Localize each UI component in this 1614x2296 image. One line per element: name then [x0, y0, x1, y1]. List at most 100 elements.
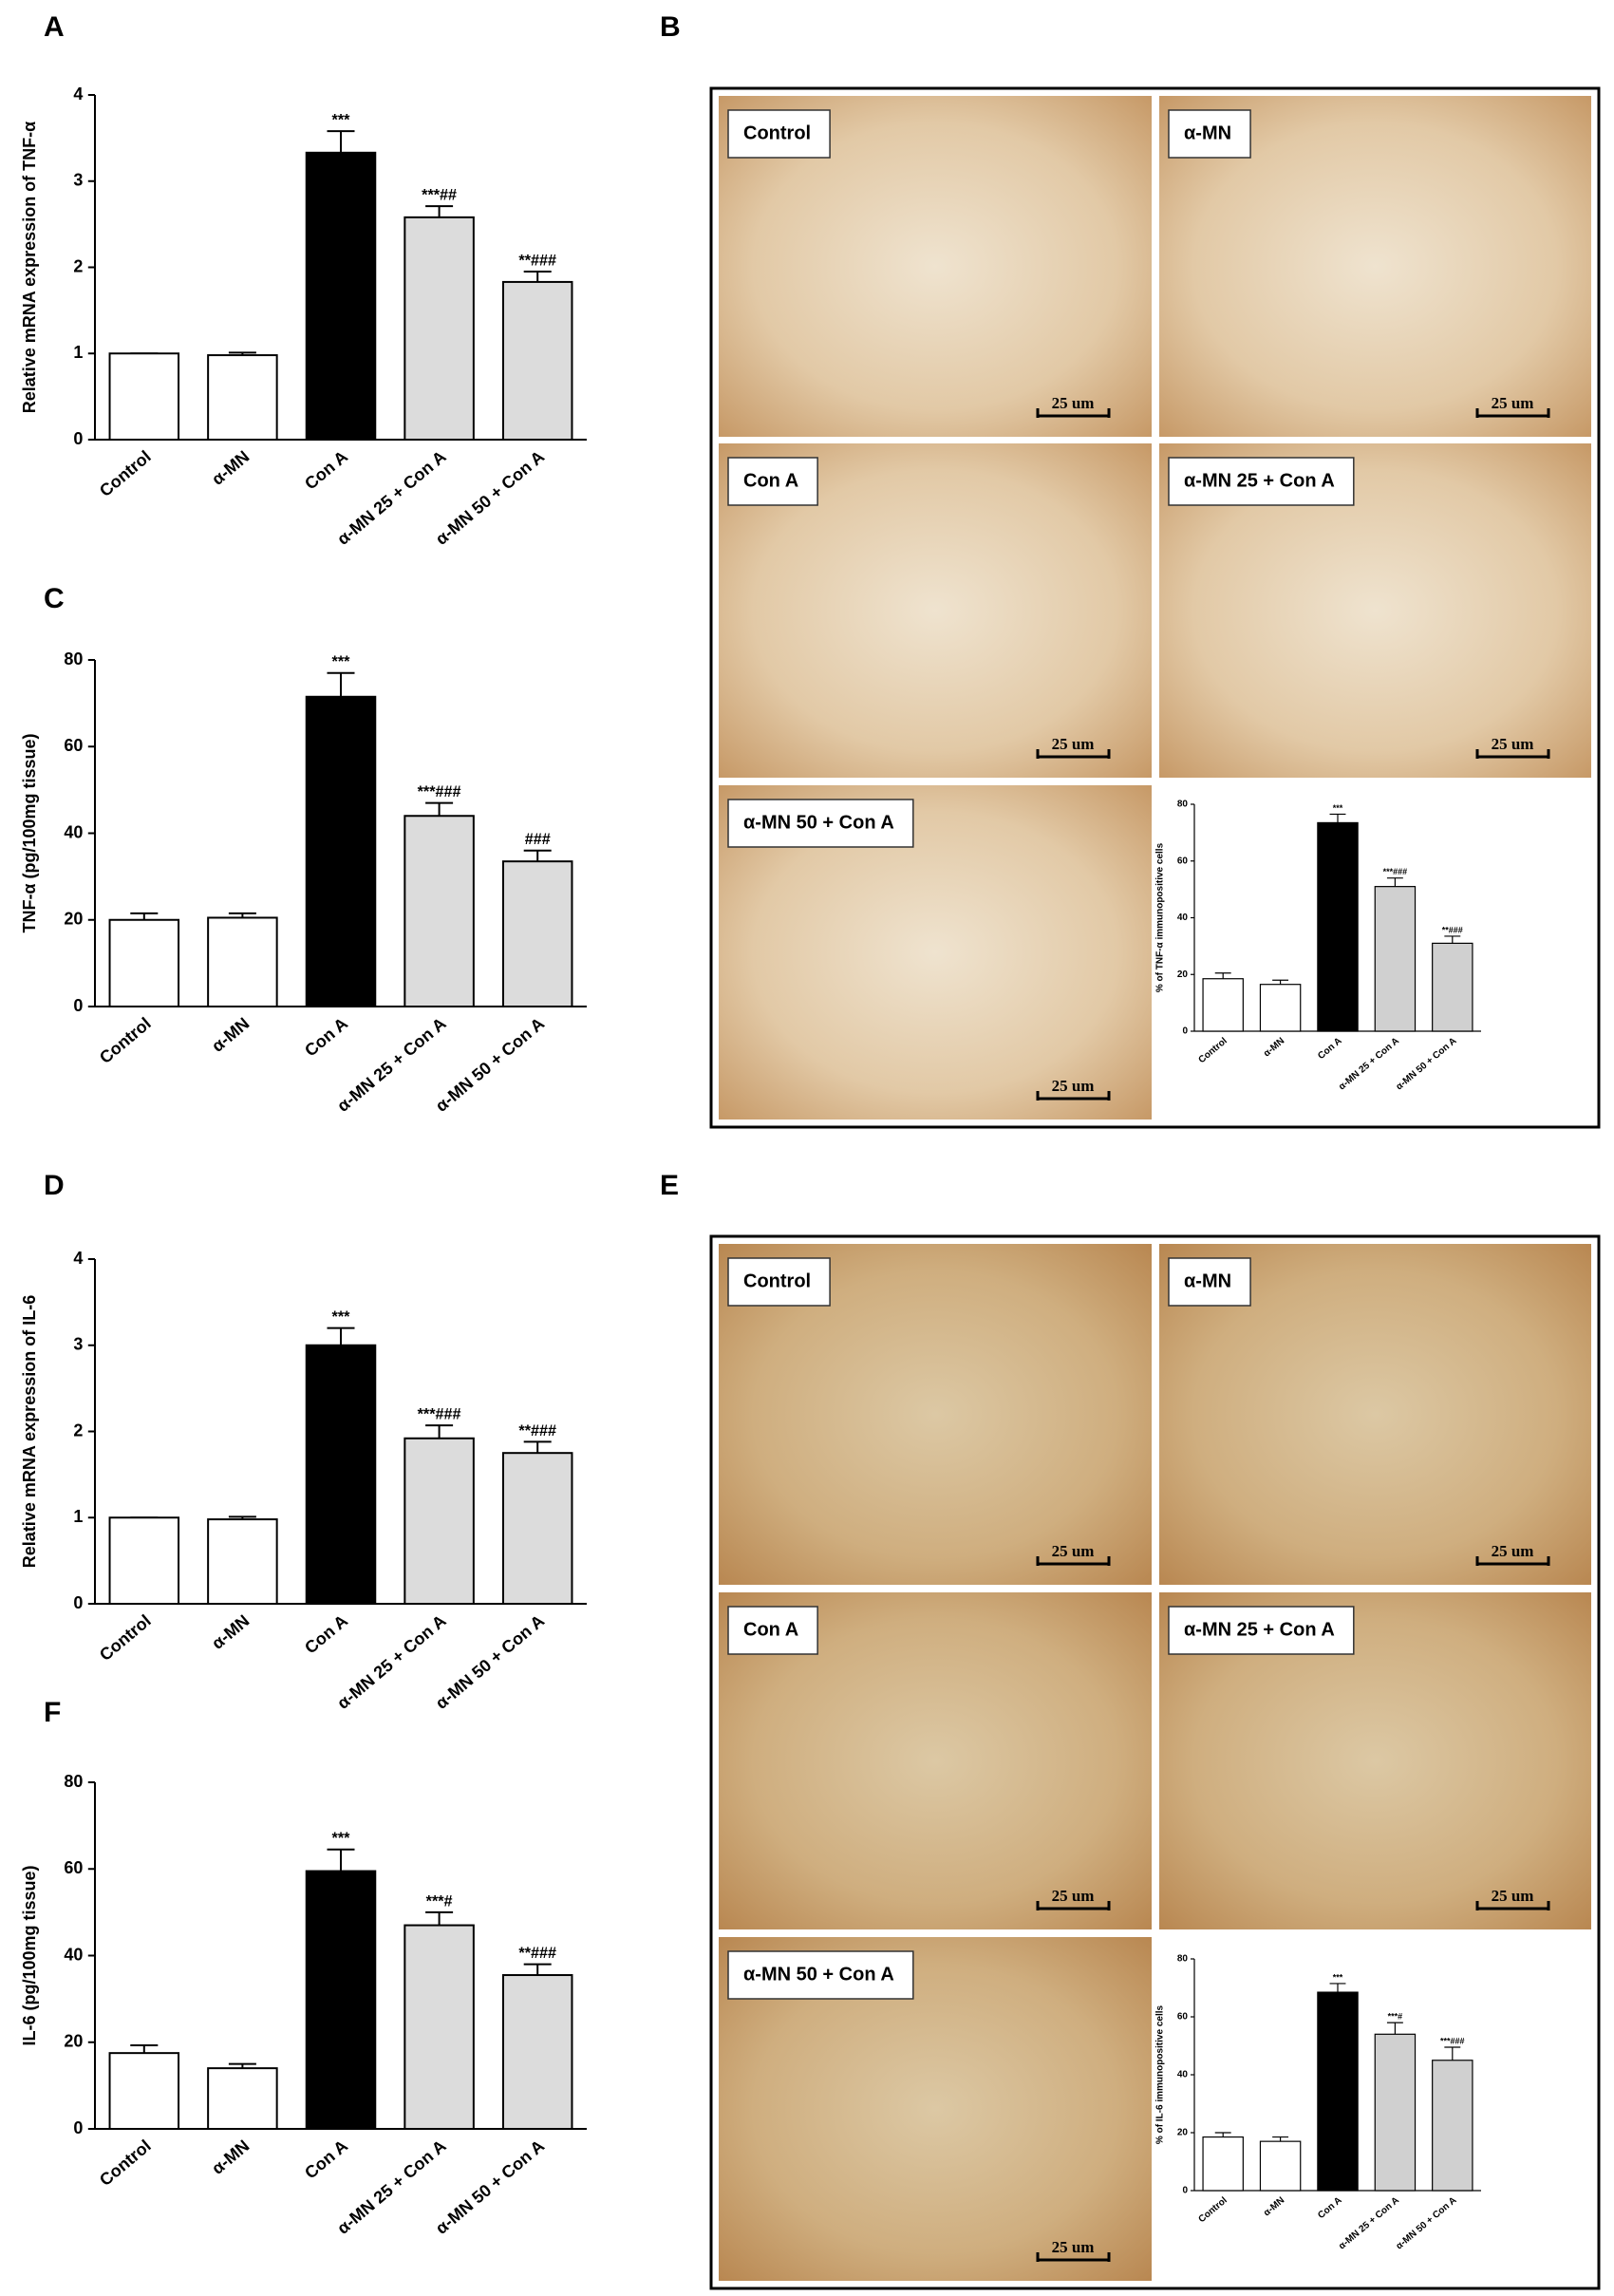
- y-tick-label: 60: [64, 736, 83, 755]
- y-tick-label: 20: [64, 2032, 83, 2051]
- significance-label: ***###: [418, 783, 461, 800]
- bar: [1202, 978, 1244, 1032]
- bar: [501, 1974, 573, 2130]
- panel-letter: F: [44, 1697, 61, 1728]
- significance-label: ***: [1333, 803, 1343, 813]
- significance-label: **###: [518, 1422, 556, 1440]
- bar: [1259, 2140, 1302, 2192]
- scale-label: 25 um: [1492, 394, 1534, 412]
- y-tick-label: 0: [73, 996, 83, 1015]
- y-tick-label: 0: [1182, 1026, 1188, 1037]
- bar: [404, 815, 475, 1007]
- panel-letter: B: [660, 11, 681, 43]
- scale-label: 25 um: [1052, 2238, 1095, 2256]
- y-tick-label: 80: [1177, 1954, 1189, 1965]
- label-box: [727, 109, 831, 159]
- scale-label: 25 um: [1052, 1542, 1095, 1560]
- bar: [501, 860, 573, 1007]
- y-tick-label: 40: [64, 1945, 83, 1964]
- x-tick-label: α-MN 50 + Con A: [432, 1014, 548, 1116]
- significance-label: ***###: [1383, 867, 1408, 876]
- label-box: [727, 1257, 831, 1307]
- y-tick-label: 0: [1182, 2186, 1188, 2196]
- micrograph-label: α-MN: [1184, 122, 1231, 143]
- panel-frame: [709, 86, 1601, 1129]
- micrograph-label: α-MN 50 + Con A: [743, 1964, 894, 1985]
- bar: [404, 216, 475, 441]
- scale-label: 25 um: [1052, 394, 1095, 412]
- scale-label: 25 um: [1052, 1887, 1095, 1905]
- bar: [404, 1437, 475, 1606]
- y-axis-label: % of IL-6 immunopositive cells: [1155, 2004, 1166, 2144]
- significance-label: ***#: [426, 1892, 453, 1910]
- panel-frame: [709, 1234, 1601, 2290]
- y-tick-label: 40: [1177, 2070, 1189, 2080]
- y-tick-label: 0: [73, 2118, 83, 2137]
- label-box: [1168, 1257, 1251, 1307]
- x-tick-label: α-MN: [208, 1014, 253, 1056]
- panel-letter: D: [44, 1170, 65, 1201]
- y-tick-label: 40: [1177, 913, 1189, 923]
- bar: [305, 151, 377, 442]
- label-box: [1168, 1606, 1355, 1655]
- bar: [305, 1344, 377, 1605]
- bar: [1317, 1991, 1359, 2192]
- y-axis-label: % of TNF-α immunopositive cells: [1155, 842, 1166, 992]
- scale-label: 25 um: [1492, 1542, 1534, 1560]
- bar: [108, 352, 180, 441]
- bar: [404, 1924, 475, 2130]
- micrograph-label: α-MN 25 + Con A: [1184, 470, 1335, 491]
- micrograph-label: α-MN 50 + Con A: [743, 812, 894, 833]
- x-tick-label: α-MN: [208, 1611, 253, 1653]
- y-tick-label: 20: [1177, 2128, 1189, 2138]
- micrograph-label: α-MN 25 + Con A: [1184, 1619, 1335, 1640]
- bar: [1374, 886, 1417, 1032]
- label-box: [727, 457, 818, 506]
- y-tick-label: 3: [73, 171, 83, 190]
- bar: [1202, 2136, 1244, 2192]
- y-tick-label: 80: [64, 1772, 83, 1791]
- significance-label: ***: [332, 653, 351, 670]
- y-tick-label: 80: [64, 649, 83, 668]
- scale-label: 25 um: [1052, 1077, 1095, 1095]
- micrograph-label: Control: [743, 122, 811, 143]
- bar: [207, 916, 278, 1007]
- x-tick-label: α-MN 50 + Con A: [432, 447, 548, 549]
- bar: [108, 2052, 180, 2130]
- x-tick-label: Control: [96, 1014, 155, 1067]
- y-axis-label: TNF-α (pg/100mg tissue): [20, 733, 39, 932]
- x-tick-label: α-MN 50 + Con A: [432, 2136, 548, 2238]
- bar: [108, 1516, 180, 1605]
- y-axis-label: IL-6 (pg/100mg tissue): [20, 1865, 39, 2045]
- panel-letter: E: [660, 1170, 679, 1201]
- bar: [207, 1518, 278, 1605]
- bar: [1259, 984, 1302, 1032]
- y-axis-label: Relative mRNA expression of IL-6: [20, 1295, 39, 1568]
- label-box: [727, 799, 914, 848]
- significance-label: ***: [332, 1308, 351, 1326]
- x-tick-label: Con A: [301, 1611, 351, 1658]
- x-tick-label: Control: [96, 447, 155, 500]
- bar: [1317, 821, 1359, 1032]
- micrograph-label: Con A: [743, 470, 798, 491]
- bar: [1432, 2060, 1473, 2192]
- micrograph-label: Control: [743, 1270, 811, 1291]
- x-tick-label: Control: [96, 1611, 155, 1665]
- significance-label: **###: [1442, 925, 1463, 934]
- significance-label: ***: [332, 112, 351, 129]
- significance-label: ***##: [422, 187, 457, 204]
- significance-label: ***: [332, 1830, 351, 1847]
- y-tick-label: 80: [1177, 800, 1189, 810]
- label-box: [727, 1606, 818, 1655]
- micrograph-label: Con A: [743, 1619, 798, 1640]
- y-tick-label: 4: [73, 1249, 83, 1268]
- y-axis-label: Relative mRNA expression of TNF-α: [20, 122, 39, 413]
- scale-label: 25 um: [1052, 735, 1095, 753]
- bar: [207, 354, 278, 441]
- y-tick-label: 2: [73, 1421, 83, 1440]
- y-tick-label: 1: [73, 343, 83, 362]
- bar: [207, 2067, 278, 2130]
- label-box: [727, 1950, 914, 2000]
- bar: [501, 280, 573, 441]
- y-tick-label: 0: [73, 429, 83, 448]
